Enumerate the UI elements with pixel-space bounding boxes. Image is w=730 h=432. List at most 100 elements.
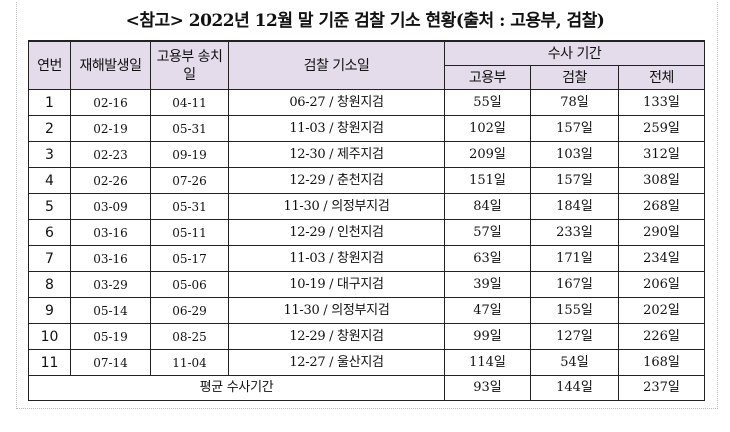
cell-total-days: 259일	[617, 115, 706, 142]
cell-labor-days: 84일	[444, 193, 531, 220]
cell-accident-date: 07-14	[70, 349, 151, 376]
cell-indict: 10-19 / 대구지검	[228, 271, 445, 298]
cell-no: 2	[28, 115, 71, 142]
cell-no: 4	[28, 167, 71, 194]
header-no: 연번	[28, 40, 71, 90]
cell-prosecution-days: 157일	[530, 167, 619, 194]
cell-accident-date: 02-23	[70, 141, 151, 168]
cell-sent-date: 05-06	[150, 271, 229, 298]
cell-accident-date: 02-26	[70, 167, 151, 194]
cell-no: 3	[28, 141, 71, 168]
cell-no: 6	[28, 219, 71, 246]
cell-no: 11	[28, 349, 71, 376]
cell-labor-days: 39일	[444, 271, 531, 298]
page-title: <참고> 2022년 12월 말 기준 검찰 기소 현황(출처 : 고용부, 검…	[125, 11, 605, 31]
cell-accident-date: 03-29	[70, 271, 151, 298]
average-labor: 93일	[444, 375, 531, 401]
header-indict-date: 검찰 기소일	[228, 40, 445, 90]
cell-prosecution-days: 233일	[530, 219, 619, 246]
cell-total-days: 234일	[617, 245, 706, 272]
cell-accident-date: 02-16	[70, 89, 151, 116]
table-row: 5 03-09 05-31 11-30 / 의정부지검 84일 184일 268일	[28, 193, 706, 220]
cell-prosecution-days: 157일	[530, 115, 619, 142]
table-row: 7 03-16 05-17 11-03 / 창원지검 63일 171일 234일	[28, 245, 706, 272]
cell-indict: 12-29 / 창원지검	[228, 323, 445, 350]
cell-indict: 12-30 / 제주지검	[228, 141, 445, 168]
cell-total-days: 226일	[617, 323, 706, 350]
average-row: 평균 수사기간 93일 144일 237일	[28, 375, 706, 401]
cell-indict: 12-29 / 인천지검	[228, 219, 445, 246]
cell-sent-date: 05-31	[150, 193, 229, 220]
cell-labor-days: 102일	[444, 115, 531, 142]
cell-prosecution-days: 167일	[530, 271, 619, 298]
average-total: 237일	[617, 375, 706, 401]
cell-indict: 11-30 / 의정부지검	[228, 193, 445, 220]
cell-indict: 11-30 / 의정부지검	[228, 297, 445, 324]
cell-labor-days: 55일	[444, 89, 531, 116]
header-total: 전체	[617, 65, 706, 90]
cell-total-days: 206일	[617, 271, 706, 298]
cell-indict: 11-03 / 창원지검	[228, 115, 445, 142]
cell-labor-days: 209일	[444, 141, 531, 168]
cell-sent-date: 09-19	[150, 141, 229, 168]
cell-no: 7	[28, 245, 71, 272]
average-label: 평균 수사기간	[28, 375, 445, 401]
table-row: 3 02-23 09-19 12-30 / 제주지검 209일 103일 312일	[28, 141, 706, 168]
cell-sent-date: 04-11	[150, 89, 229, 116]
cell-accident-date: 02-19	[70, 115, 151, 142]
cell-prosecution-days: 155일	[530, 297, 619, 324]
cell-prosecution-days: 127일	[530, 323, 619, 350]
cell-labor-days: 47일	[444, 297, 531, 324]
cell-indict: 11-03 / 창원지검	[228, 245, 445, 272]
cell-indict: 12-29 / 춘천지검	[228, 167, 445, 194]
cell-labor-days: 114일	[444, 349, 531, 376]
cell-total-days: 202일	[617, 297, 706, 324]
cell-total-days: 133일	[617, 89, 706, 116]
cell-accident-date: 03-09	[70, 193, 151, 220]
cell-accident-date: 05-14	[70, 297, 151, 324]
cell-sent-date: 07-26	[150, 167, 229, 194]
cell-total-days: 268일	[617, 193, 706, 220]
cell-sent-date: 06-29	[150, 297, 229, 324]
average-prosecution: 144일	[530, 375, 619, 401]
table-row: 1 02-16 04-11 06-27 / 창원지검 55일 78일 133일	[28, 89, 706, 116]
header-accident-date: 재해발생일	[70, 40, 151, 90]
cell-no: 10	[28, 323, 71, 350]
cell-sent-date: 08-25	[150, 323, 229, 350]
cell-prosecution-days: 54일	[530, 349, 619, 376]
table-row: 2 02-19 05-31 11-03 / 창원지검 102일 157일 259일	[28, 115, 706, 142]
indictment-table: 연번 재해발생일 고용부 송치일 검찰 기소일 수사 기간 고용부 검찰 전체 …	[28, 40, 706, 401]
cell-indict: 06-27 / 창원지검	[228, 89, 445, 116]
table-row: 4 02-26 07-26 12-29 / 춘천지검 151일 157일 308일	[28, 167, 706, 194]
cell-accident-date: 05-19	[70, 323, 151, 350]
table-row: 8 03-29 05-06 10-19 / 대구지검 39일 167일 206일	[28, 271, 706, 298]
cell-total-days: 168일	[617, 349, 706, 376]
cell-total-days: 308일	[617, 167, 706, 194]
cell-labor-days: 63일	[444, 245, 531, 272]
table-row: 6 03-16 05-11 12-29 / 인천지검 57일 233일 290일	[28, 219, 706, 246]
header-labor: 고용부	[444, 65, 531, 90]
header-investigation-period: 수사 기간	[443, 40, 706, 66]
cell-labor-days: 151일	[444, 167, 531, 194]
cell-sent-date: 05-11	[150, 219, 229, 246]
cell-no: 1	[28, 89, 71, 116]
cell-total-days: 312일	[617, 141, 706, 168]
table-row: 10 05-19 08-25 12-29 / 창원지검 99일 127일 226일	[28, 323, 706, 350]
table-row: 9 05-14 06-29 11-30 / 의정부지검 47일 155일 202일	[28, 297, 706, 324]
cell-indict: 12-27 / 울산지검	[228, 349, 445, 376]
cell-sent-date: 05-17	[150, 245, 229, 272]
cell-labor-days: 57일	[444, 219, 531, 246]
cell-sent-date: 05-31	[150, 115, 229, 142]
cell-prosecution-days: 103일	[530, 141, 619, 168]
cell-no: 9	[28, 297, 71, 324]
cell-prosecution-days: 78일	[530, 89, 619, 116]
cell-prosecution-days: 171일	[530, 245, 619, 272]
cell-total-days: 290일	[617, 219, 706, 246]
table-row: 11 07-14 11-04 12-27 / 울산지검 114일 54일 168일	[28, 349, 706, 376]
header-prosecution: 검찰	[530, 65, 619, 90]
cell-accident-date: 03-16	[70, 245, 151, 272]
cell-no: 5	[28, 193, 71, 220]
cell-labor-days: 99일	[444, 323, 531, 350]
header-sent-date: 고용부 송치일	[150, 40, 229, 90]
page-frame	[16, 2, 718, 409]
